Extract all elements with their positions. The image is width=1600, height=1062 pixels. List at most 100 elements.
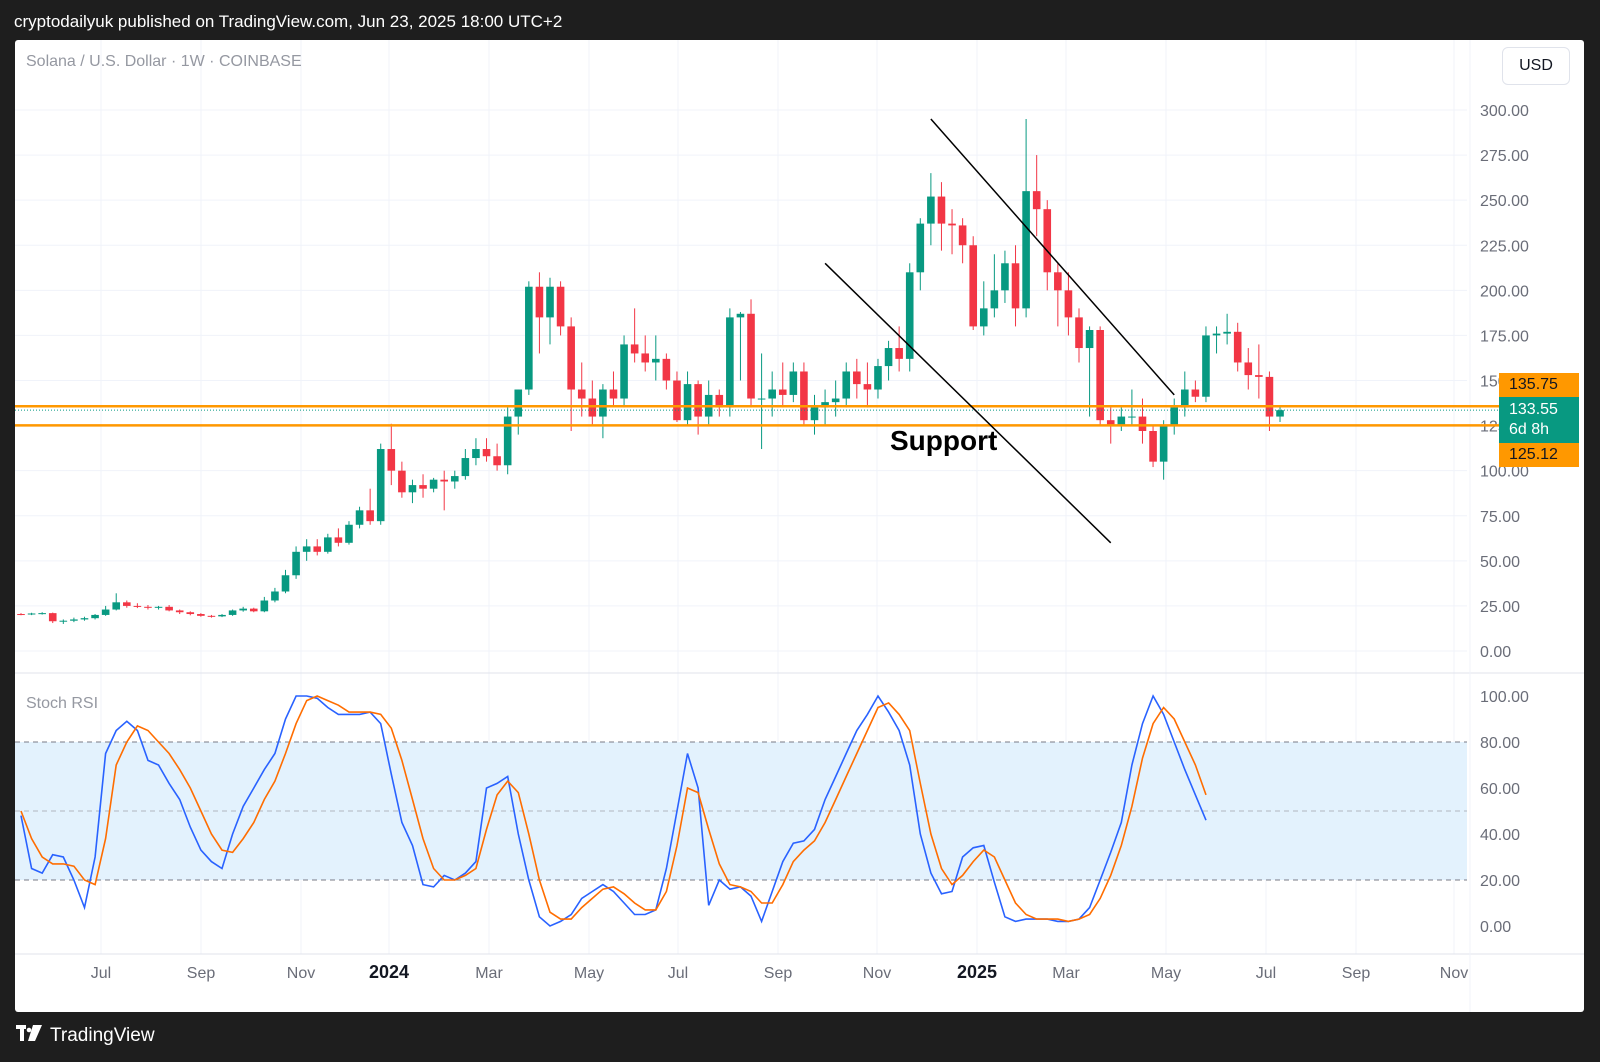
candle-body [958, 225, 967, 246]
stoch-rsi-tick-label: 0.00 [1480, 919, 1511, 936]
candle-body [91, 614, 99, 619]
candle-body [937, 196, 946, 224]
candle-body [1096, 330, 1104, 421]
candle-body [726, 317, 734, 408]
candle-body [472, 449, 480, 459]
x-tick-label: Jul [1256, 965, 1276, 982]
candle-body [948, 223, 956, 226]
candle-body [38, 613, 46, 615]
countdown-value: 6d 8h [1509, 421, 1550, 438]
chart-frame[interactable]: Jul Sep Nov 2024 Mar May Jul Sep Nov 2025 Mar May Ju… [15, 40, 1584, 1012]
x-tick-label: 2025 [957, 962, 997, 982]
tradingview-logo-icon[interactable] [16, 1024, 42, 1047]
candle-body [821, 402, 829, 408]
candle-body [831, 398, 840, 403]
candle-body [366, 510, 374, 522]
candle-body [313, 546, 322, 552]
candle-body [1085, 330, 1094, 349]
stoch-rsi-tick-label: 100.00 [1480, 689, 1529, 706]
candle-body [525, 286, 533, 390]
x-tick-label: Mar [475, 965, 503, 982]
candle-body [503, 416, 512, 466]
candle-body [450, 476, 459, 482]
candle-body [387, 449, 396, 471]
candle-body [408, 485, 417, 493]
candle-body [281, 575, 290, 592]
candle-body [599, 389, 607, 417]
candle-body [588, 398, 597, 417]
stoch-rsi-tick-label: 20.00 [1480, 873, 1520, 890]
x-tick-label: Jul [668, 965, 688, 982]
candle-body [48, 613, 57, 622]
candle-body [1149, 430, 1157, 462]
candle-body [218, 614, 226, 617]
candle-body [186, 612, 195, 615]
candle-body [1159, 425, 1168, 462]
current-price-value: 133.55 [1509, 401, 1558, 418]
candle-body [1064, 290, 1073, 318]
footer-brand[interactable]: TradingView [50, 1024, 155, 1046]
candle-body [1106, 420, 1115, 426]
candle-body [757, 398, 766, 400]
x-tick-label: Nov [1440, 965, 1468, 982]
candle-body [1128, 416, 1136, 418]
stoch-rsi-line-d [20, 695, 1207, 923]
candle-body [694, 384, 702, 417]
candle-body [683, 384, 692, 421]
candle-body [895, 348, 903, 359]
candle-body [1244, 362, 1253, 376]
candle-body [546, 286, 554, 318]
candle-body [927, 196, 935, 224]
candle-body [1117, 416, 1126, 426]
candle-body [207, 615, 216, 617]
candle-body [154, 606, 163, 608]
candle-body [768, 389, 776, 399]
publish-header: cryptodailyuk published on TradingView.c… [14, 12, 563, 31]
candle-body [461, 458, 470, 477]
candle-body [260, 600, 269, 612]
x-tick-label: Nov [287, 965, 315, 982]
x-tick-label: 2024 [369, 962, 409, 982]
x-tick-label: Sep [764, 965, 793, 982]
candle-body [133, 605, 142, 607]
upper-support-price-tag: 135.75 [1499, 373, 1579, 397]
candle-body [842, 371, 851, 399]
candle-body [1054, 272, 1062, 291]
candle-body [905, 272, 914, 359]
candle-body [1043, 209, 1052, 273]
candle-body [70, 619, 78, 621]
candle-body [514, 389, 523, 417]
candle-body [652, 358, 660, 363]
currency-button[interactable]: USD [1502, 47, 1570, 85]
candle-body [673, 380, 681, 421]
candle-body [863, 384, 872, 390]
candle-body [197, 614, 205, 616]
stoch-rsi-line-k [20, 694, 1207, 927]
candle-body [482, 449, 491, 457]
candle-body [641, 353, 650, 363]
candle-body [27, 613, 36, 615]
tradingview-logo-svg [16, 1025, 42, 1041]
channel-trendline-0 [930, 118, 1175, 396]
candle-body [810, 407, 819, 421]
price-tick-label: 300.00 [1480, 103, 1529, 120]
footer: TradingView [16, 1024, 155, 1047]
candle-body [874, 366, 882, 390]
current-price-tag: 133.55 6d 8h [1499, 397, 1579, 443]
price-tick-label: 225.00 [1480, 238, 1529, 255]
price-tick-label: 100.00 [1480, 464, 1529, 481]
candle-body [440, 479, 448, 482]
candle-body [1191, 389, 1200, 397]
candle-body [853, 371, 861, 385]
candle-body [324, 537, 332, 552]
candle-body [59, 620, 68, 622]
candle-body [1011, 263, 1020, 309]
candle-body [334, 537, 343, 543]
chart-canvas[interactable]: Jul Sep Nov 2024 Mar May Jul Sep Nov 2025 Mar May Ju… [15, 40, 1584, 1012]
x-tick-label: Jul [91, 965, 111, 982]
price-tick-label: 75.00 [1480, 509, 1520, 526]
price-tick-label: 25.00 [1480, 599, 1520, 616]
candle-body [249, 608, 258, 612]
x-tick-label: Sep [187, 965, 216, 982]
candle-body [747, 313, 755, 399]
